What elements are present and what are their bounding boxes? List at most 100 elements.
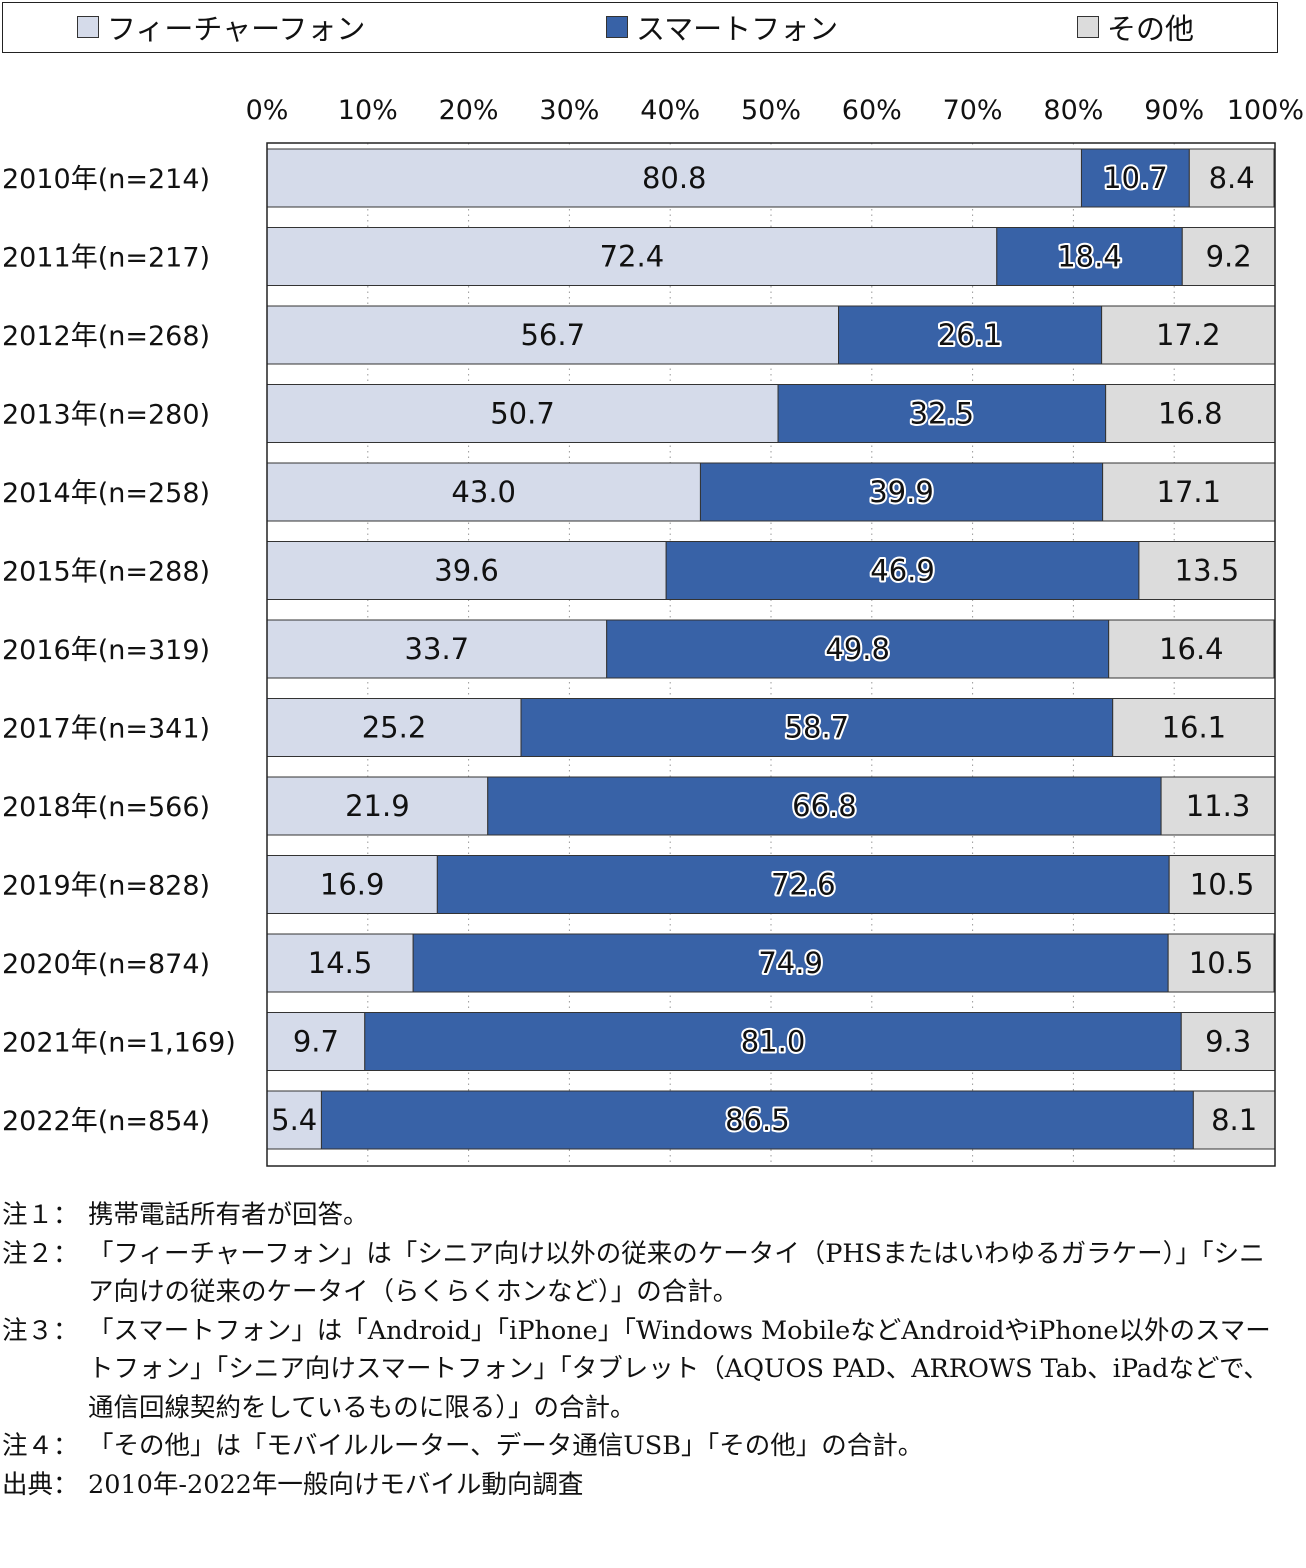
bar-segment <box>266 384 779 443</box>
legend-swatch-feature-phone <box>77 16 99 38</box>
data-label: 8.1 <box>1211 1103 1257 1137</box>
data-label: 17.2 <box>1156 318 1221 352</box>
data-label: 32.5 <box>910 397 975 431</box>
data-label: 14.5 <box>308 946 373 980</box>
note-3-text: 「スマートフォン」は「Android」「iPhone」「Windows Mobi… <box>88 1315 1271 1423</box>
category-label: 2010年(n=214) <box>2 164 210 195</box>
data-label: 16.9 <box>320 868 385 902</box>
data-label: 39.6 <box>434 554 499 588</box>
bar-segment <box>266 227 998 286</box>
note-2-key: 注２： <box>2 1238 79 1269</box>
bar-segment <box>520 698 1114 757</box>
category-label: 2012年(n=268) <box>2 321 210 352</box>
legend-label-other: その他 <box>1107 12 1195 46</box>
data-label: 72.4 <box>600 240 665 274</box>
data-label: 46.9 <box>870 554 935 588</box>
category-label: 2022年(n=854) <box>2 1106 210 1137</box>
data-label: 17.1 <box>1157 475 1222 509</box>
data-label: 74.9 <box>758 946 823 980</box>
bar-segment <box>266 933 414 993</box>
legend-swatch-smartphone <box>606 16 628 38</box>
x-axis-ticks: 0% 10% 20% 30% 40% 50% 60% 70% 80% 90% 100% <box>246 95 1304 126</box>
bar-segment <box>266 148 1082 208</box>
category-label: 2014年(n=258) <box>2 478 210 509</box>
note-1-key: 注１： <box>2 1200 79 1230</box>
note-1: 注１： 携帯電話所有者が回答。 <box>2 1196 1302 1235</box>
bar-segment <box>996 227 1183 286</box>
data-label: 10.7 <box>1103 161 1168 195</box>
bar-segment <box>1192 1090 1276 1150</box>
data-label: 21.9 <box>345 789 410 823</box>
bars: 80.8 10.7 8.4 72.4 18.4 9.2 56.7 26.1 17.2 50.7 32… <box>266 148 1276 1150</box>
data-label: 9.2 <box>1206 240 1252 274</box>
data-label: 9.3 <box>1205 1025 1251 1059</box>
data-label: 72.6 <box>771 868 836 902</box>
source-text: 2010年-2022年一般向けモバイル動向調査 <box>88 1469 584 1500</box>
x-tick-label: 60% <box>842 95 902 126</box>
x-tick-label: 80% <box>1043 95 1103 126</box>
bar-segment <box>266 619 608 679</box>
source-note: 出典： 2010年-2022年一般向けモバイル動向調査 <box>2 1466 1302 1505</box>
bar-segment <box>1102 462 1276 522</box>
category-label: 2015年(n=288) <box>2 557 210 588</box>
legend-label-feature-phone: フィーチャーフォン <box>107 12 366 46</box>
data-label: 16.1 <box>1162 711 1227 745</box>
bar-segment <box>266 855 438 914</box>
x-tick-label: 20% <box>439 95 499 126</box>
x-tick-label: 10% <box>338 95 398 126</box>
bar-segment <box>838 305 1103 365</box>
bar-segment <box>266 305 840 365</box>
data-label: 43.0 <box>451 475 516 509</box>
x-tick-label: 100% <box>1227 95 1304 126</box>
category-label: 2019年(n=828) <box>2 871 210 902</box>
data-label: 10.5 <box>1190 868 1255 902</box>
category-label: 2016年(n=319) <box>2 635 210 666</box>
bar-segment <box>665 541 1140 600</box>
data-label: 50.7 <box>490 397 555 431</box>
note-2: 注２： 「フィーチャーフォン」は「シニア向け以外の従来のケータイ（PHSまたはい… <box>2 1235 1302 1312</box>
category-label: 2013年(n=280) <box>2 400 210 431</box>
data-label: 13.5 <box>1175 554 1240 588</box>
x-tick-label: 70% <box>943 95 1003 126</box>
stacked-bar-chart: 0% 10% 20% 30% 40% 50% 60% 70% 80% 90% 100% 80.8 10… <box>2 95 1304 1167</box>
data-label: 8.4 <box>1209 161 1255 195</box>
bar-segment <box>699 462 1104 522</box>
data-label: 39.9 <box>869 475 934 509</box>
chart-legend: フィーチャーフォン スマートフォン その他 <box>2 2 1278 53</box>
note-2-text: 「フィーチャーフォン」は「シニア向け以外の従来のケータイ（PHSまたはいわゆるガ… <box>88 1238 1265 1308</box>
x-tick-label: 40% <box>640 95 700 126</box>
x-tick-label: 50% <box>741 95 801 126</box>
data-label: 5.4 <box>271 1103 317 1137</box>
x-tick-label: 30% <box>539 95 599 126</box>
data-label: 11.3 <box>1186 789 1251 823</box>
bar-segment <box>1080 148 1190 208</box>
bar-segment <box>266 776 489 836</box>
legend-item-feature-phone: フィーチャーフォン <box>77 3 365 51</box>
note-4: 注４： 「その他」は「モバイルルーター、データ通信USB」「その他」の合計。 <box>2 1427 1302 1466</box>
legend-label-smartphone: スマートフォン <box>636 12 839 46</box>
data-label: 16.4 <box>1159 632 1224 666</box>
bar-segment <box>1160 776 1276 836</box>
category-label: 2018年(n=566) <box>2 792 210 823</box>
bar-segment <box>1108 619 1275 679</box>
data-label: 56.7 <box>520 318 585 352</box>
category-labels: 2010年(n=214) 2011年(n=217) 2012年(n=268) 2013… <box>2 164 236 1137</box>
data-label: 58.7 <box>785 711 850 745</box>
bar-segment <box>1101 305 1276 365</box>
note-1-text: 携帯電話所有者が回答。 <box>88 1200 369 1230</box>
bar-segment <box>1105 384 1276 443</box>
bar-segment <box>266 698 522 757</box>
data-label: 9.7 <box>293 1025 339 1059</box>
category-label: 2011年(n=217) <box>2 243 210 274</box>
category-label: 2017年(n=341) <box>2 714 210 745</box>
data-label: 16.8 <box>1158 397 1223 431</box>
data-label: 49.8 <box>825 632 890 666</box>
bar-segment <box>1138 541 1276 600</box>
source-key: 出典： <box>2 1469 79 1500</box>
bar-segment <box>606 619 1110 679</box>
category-label: 2021年(n=1,169) <box>2 1028 236 1059</box>
data-label: 26.1 <box>938 318 1003 352</box>
data-label: 80.8 <box>642 161 707 195</box>
legend-item-other: その他 <box>1077 3 1194 51</box>
data-label: 18.4 <box>1057 240 1122 274</box>
